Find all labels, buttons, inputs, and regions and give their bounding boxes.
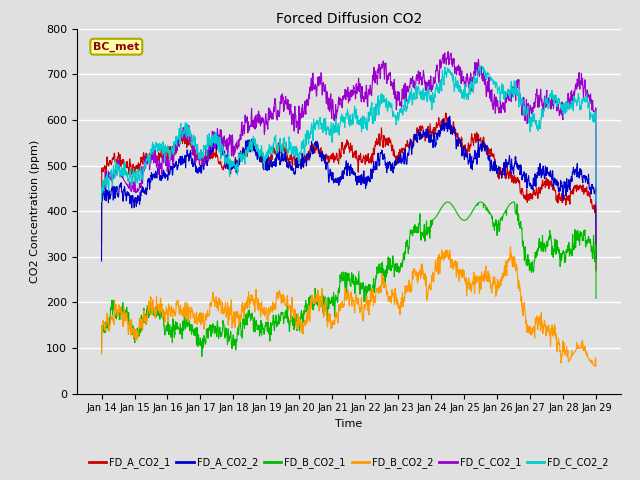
Text: BC_met: BC_met — [93, 42, 140, 52]
Y-axis label: CO2 Concentration (ppm): CO2 Concentration (ppm) — [30, 140, 40, 283]
Title: Forced Diffusion CO2: Forced Diffusion CO2 — [276, 12, 422, 26]
Legend: FD_A_CO2_1, FD_A_CO2_2, FD_B_CO2_1, FD_B_CO2_2, FD_C_CO2_1, FD_C_CO2_2: FD_A_CO2_1, FD_A_CO2_2, FD_B_CO2_1, FD_B… — [85, 453, 612, 472]
X-axis label: Time: Time — [335, 419, 362, 429]
